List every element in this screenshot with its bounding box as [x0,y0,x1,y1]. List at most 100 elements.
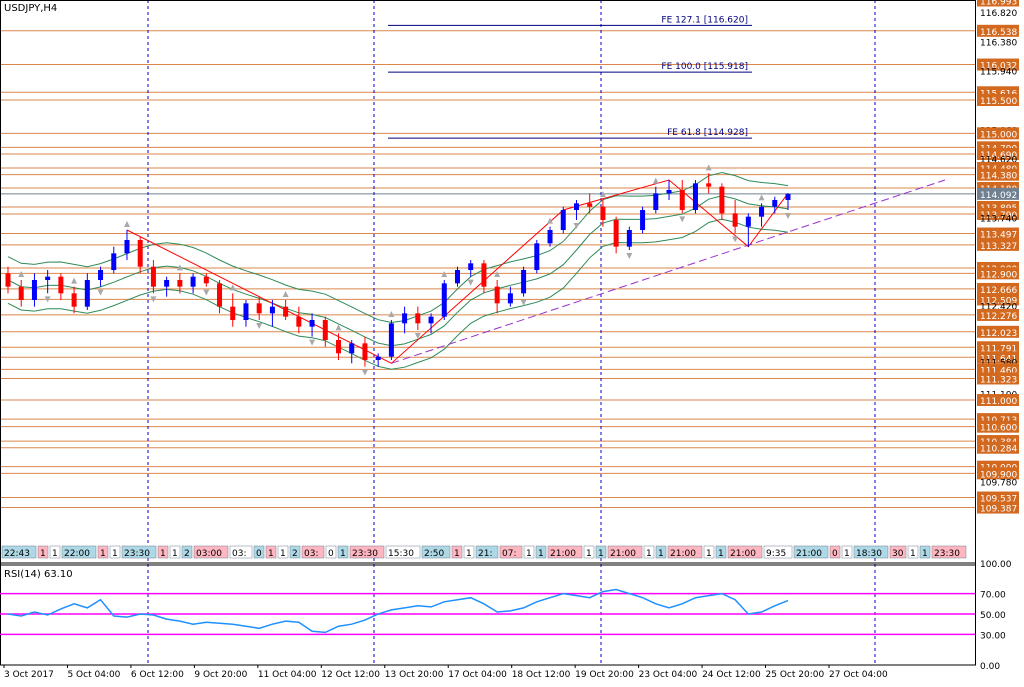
time-tag: 03: [304,549,318,559]
candle-body [388,323,394,357]
candle-body [706,183,712,187]
price-label-bg [977,467,1019,480]
time-tag: 21:00 [550,549,576,559]
chart-frame [0,0,976,666]
x-tick-label: 6 Oct 12:00 [131,670,184,680]
time-tag-bg [889,545,907,559]
time-tag: 23:30 [934,549,960,559]
price-label-bg [977,282,1019,295]
price-label: 111.000 [980,397,1017,407]
time-tag: 07: [502,549,516,559]
time-tag-bg [121,545,157,559]
candle-body [256,303,262,314]
price-label-bg [977,363,1019,376]
candle-body [719,186,725,214]
candle-body [560,210,566,230]
candle-body [164,280,170,287]
candle-body [534,243,540,270]
x-tick-label: 12 Oct 12:00 [321,670,380,680]
time-tag: 1 [718,549,724,559]
candle-body [190,276,196,287]
price-label: 112.420 [980,302,1017,312]
candle-body [692,183,698,210]
candle-body [428,316,434,324]
time-tag: 1 [586,549,592,559]
candle-body [402,313,408,324]
fractal-down [785,213,791,219]
fib-level-label: FE 100.0 [115.918] [661,62,748,72]
fractal-up [758,194,765,201]
price-label: 111.460 [980,366,1017,376]
candle-body [653,193,659,210]
price-label-bg [977,238,1019,251]
candle-body [349,343,355,354]
price-label-bg [977,94,1019,106]
time-tag-bg [97,545,109,559]
fractal-down [256,323,263,329]
time-tag-bg [607,545,643,559]
time-tag: 1 [52,549,58,559]
time-tag: 1 [466,549,472,559]
price-label: 113.327 [980,242,1017,252]
time-tag: 21: [478,549,492,559]
time-axis: 3 Oct 2017 5 Oct 04:00 6 Oct 12:00 9 Oct 20… [3,665,888,680]
fibonacci-expansion: FE 127.1 [116.620] FE 100.0 [115.918] FE 6… [388,15,752,139]
price-label-bg [977,168,1019,181]
time-tag-bg [655,545,667,559]
x-tick-label: 5 Oct 04:00 [67,670,120,680]
candle-body [230,306,236,320]
price-label: 114.690 [980,151,1017,161]
time-tag: 22:43 [4,549,30,559]
candle-body [507,293,513,304]
price-label-bg [977,351,1019,364]
x-tick-label: 25 Oct 20:00 [766,670,825,680]
candle-body [58,276,64,294]
price-label: 109.537 [980,495,1017,505]
fractal-down [679,216,686,223]
time-tag: 21:00 [670,549,696,559]
price-label: 110.600 [980,424,1017,434]
candle-body [745,216,751,227]
price-label-bg [977,227,1019,240]
time-tag: 2 [292,549,298,559]
candle-body [375,356,381,360]
time-tag-bg [643,545,655,559]
time-tag-bg [667,545,703,559]
fractal-up [494,271,501,277]
candle-body [217,283,223,307]
fractal-up [441,271,448,277]
rsi-tick-label: 50.00 [980,611,1006,621]
price-label-bg [977,58,1019,71]
price-label: 113.740 [980,214,1017,224]
candle-body [111,253,117,270]
price-label: 109.387 [980,505,1017,515]
time-tag: 1 [646,549,652,559]
price-label: 116.538 [980,28,1017,38]
price-label: 116.380 [980,38,1017,48]
x-tick-label: 3 Oct 2017 [4,670,54,680]
price-label-bg [977,441,1019,454]
price-label-bg [977,308,1019,321]
candle-body [547,230,553,244]
time-tag: 1 [910,549,916,559]
candle-body [785,193,791,200]
price-label: 111.791 [980,344,1017,354]
rsi-title: RSI(14) 63.10 [4,569,73,580]
candle-body [243,303,249,320]
candle-body [640,210,646,230]
time-tag-bg [325,545,337,559]
candle-body [309,320,315,327]
x-tick-label: 23 Oct 04:00 [639,670,698,680]
x-tick-label: 27 Oct 04:00 [829,670,888,680]
horizontal-levels [0,0,975,509]
time-tag-bg [841,545,853,559]
time-tag-bg [763,545,793,559]
fractal-up [335,324,342,331]
fractal-down [414,333,421,339]
zigzag-line [126,179,789,364]
price-label-bg [977,267,1019,280]
price-label-bg [977,372,1019,385]
candle-body [600,206,606,220]
